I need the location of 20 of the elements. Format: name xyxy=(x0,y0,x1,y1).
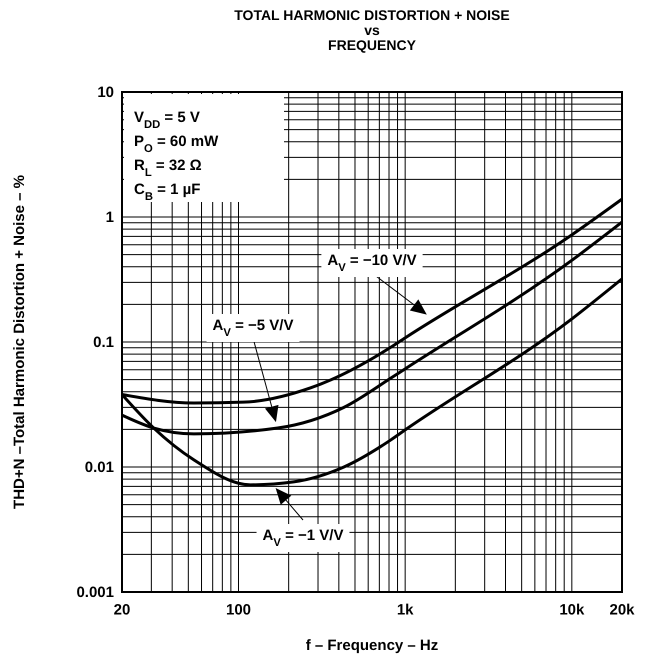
y-tick-label: 1 xyxy=(106,208,114,226)
annotation: A$_{V}$ = −1 V/V xyxy=(262,527,344,549)
y-tick-label: 0.1 xyxy=(93,334,114,351)
y-tick-label: 10 xyxy=(97,84,114,101)
annotation: V$_{DD}$ = 5 V xyxy=(134,109,200,131)
x-tick-label: 20 xyxy=(114,602,130,619)
x-axis-title: f – Frequency – Hz xyxy=(306,637,438,654)
annotation: A$_{V}$ = −10 V/V xyxy=(327,252,417,274)
annotation: P$_{O}$ = 60 mW xyxy=(134,133,220,155)
y-tick-label: 0.01 xyxy=(84,458,114,476)
y-axis-title: THD+N –Total Harmonic Distortion + Noise – % xyxy=(11,175,28,509)
x-tick-label: 20k xyxy=(609,602,636,619)
annotation: A$_{V}$ = −5 V/V xyxy=(212,317,294,339)
annotation: R$_{L}$ = 32 Ω xyxy=(134,157,202,179)
x-tick-label: 1k xyxy=(396,602,414,619)
chart-title: TOTAL HARMONIC DISTORTION + NOISE vs FREQUENCY xyxy=(234,7,510,53)
x-tick-label: 100 xyxy=(226,602,252,619)
annotation: C$_{B}$ = 1 µF xyxy=(134,181,200,203)
y-tick-label: 0.001 xyxy=(76,584,114,601)
x-tick-label: 10k xyxy=(559,602,585,619)
